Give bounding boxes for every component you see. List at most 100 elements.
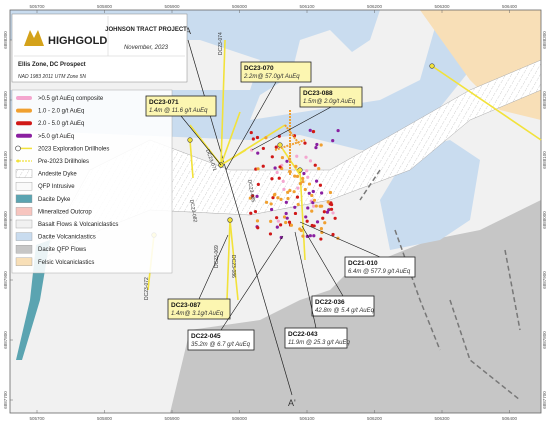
callout-hole: DC22-045 xyxy=(191,333,221,340)
legend-label: >5.0 g/t AuEq xyxy=(38,134,74,140)
drillhole-trace xyxy=(226,219,231,301)
legend-swatch xyxy=(15,244,33,254)
assay-interval xyxy=(295,195,300,199)
legend-label: Dacite Dyke xyxy=(38,197,71,203)
section-end: A' xyxy=(288,398,296,408)
zone: Ellis Zone, DC Prospect xyxy=(18,62,86,68)
x-coordinate-label: 505700 xyxy=(29,416,45,421)
callout-result: 2.2m@ 57.0g/t AuEq xyxy=(243,74,300,80)
y-coordinate-label: 6888000 xyxy=(3,211,8,229)
assay-interval xyxy=(286,196,290,201)
drillhole-trace xyxy=(189,139,194,179)
drillhole-collar xyxy=(227,217,233,223)
assay-interval xyxy=(319,143,323,147)
drillhole-collar xyxy=(429,63,435,69)
callout-leader xyxy=(220,235,284,331)
assay-interval xyxy=(279,223,283,227)
assay-interval xyxy=(296,186,300,190)
assay-interval xyxy=(311,189,315,194)
callout-box xyxy=(284,327,348,349)
assay-interval xyxy=(253,209,258,214)
assay-interval xyxy=(308,128,312,132)
drillhole-label: DC23-072 xyxy=(144,277,150,300)
assay-interval xyxy=(306,175,310,179)
callout-box xyxy=(299,86,363,108)
y-coordinate-label: 6888300 xyxy=(542,31,547,49)
assay-interval xyxy=(292,190,296,194)
assay-interval xyxy=(307,182,312,186)
assay-interval xyxy=(256,151,260,155)
assay-interval xyxy=(320,191,324,195)
callout-result: 1.5m@ 2.0g/t AuEq xyxy=(303,99,356,105)
callout-leader xyxy=(198,234,229,300)
legend-label: 1.0 - 2.0 g/t AuEq xyxy=(38,109,84,115)
assay-interval xyxy=(299,228,303,233)
assay-interval xyxy=(301,176,305,181)
assay-interval xyxy=(269,202,273,206)
callout-box xyxy=(167,298,231,320)
assay-interval xyxy=(331,211,335,215)
assay-interval xyxy=(328,190,333,195)
callout-box xyxy=(145,95,217,117)
assay-interval xyxy=(326,200,330,204)
assay-interval xyxy=(312,198,317,202)
assay-interval xyxy=(312,234,316,238)
assay-interval xyxy=(318,183,323,187)
assay-interval xyxy=(328,202,332,206)
callout-result: 1.4m @ 11.6 g/t AuEq xyxy=(149,108,208,114)
callout-result: 42.8m @ 5.4 g/t AuEq xyxy=(315,308,375,314)
assay-interval xyxy=(305,219,309,223)
legend-label: 2.0 - 5.0 g/t AuEq xyxy=(38,121,84,127)
assay-interval xyxy=(321,216,325,220)
coordinate-grid: 505700 505700 505800 505800 505900 505900 5060… xyxy=(3,4,547,421)
y-coordinate-label: 6887800 xyxy=(542,331,547,349)
assay-interval xyxy=(303,141,307,145)
x-coordinate-label: 505900 xyxy=(164,416,180,421)
callout-hole: DC23-071 xyxy=(149,99,179,106)
pre-2023-hole xyxy=(274,110,306,175)
callouts: DC23-071 1.4m @ 11.6 g/t AuEq DC23-070 2.2m… xyxy=(145,61,416,351)
map-frame xyxy=(9,9,542,414)
y-coordinate-label: 6888300 xyxy=(3,31,8,49)
assay-interval xyxy=(256,167,260,171)
callout-hole: DC23-088 xyxy=(303,90,333,97)
legend-label: Mineralized Outcrop xyxy=(38,209,92,215)
drillhole-collar xyxy=(187,137,193,143)
x-coordinate-label: 506200 xyxy=(367,416,383,421)
assay-interval xyxy=(310,209,314,213)
callout-box xyxy=(187,329,255,351)
assay-interval xyxy=(268,232,273,236)
assay-interval xyxy=(311,204,316,208)
assay-interval xyxy=(313,163,317,167)
assay-interval xyxy=(319,237,323,241)
assay-interval xyxy=(301,234,305,238)
assay-interval xyxy=(287,220,292,224)
drillhole-label: DC23-082 xyxy=(188,199,198,223)
legend-swatch xyxy=(16,108,32,113)
assay-interval xyxy=(296,202,300,207)
legend-swatch xyxy=(15,219,33,229)
drillhole-collar xyxy=(297,167,303,173)
y-coordinate-label: 6887800 xyxy=(3,331,8,349)
legend-swatch xyxy=(15,194,33,204)
legend-label: 2023 Exploration Drillholes xyxy=(38,146,109,152)
drillhole-trace xyxy=(220,124,286,166)
callout-hole: DC22-036 xyxy=(315,299,345,306)
assay-interval xyxy=(285,159,289,163)
assay-interval xyxy=(293,174,297,178)
callout-box xyxy=(344,256,416,278)
callout-box xyxy=(240,61,312,83)
y-coordinate-label: 6887900 xyxy=(3,271,8,289)
legend-swatch xyxy=(16,121,32,126)
legend-swatch xyxy=(16,133,32,138)
y-coordinate-label: 6888100 xyxy=(3,151,8,169)
x-coordinate-label: 506000 xyxy=(232,4,248,9)
legend-label: >0.5 g/t AuEq composite xyxy=(38,96,104,102)
assay-interval xyxy=(308,159,313,163)
callout-box xyxy=(311,295,375,317)
x-coordinate-label: 505800 xyxy=(97,4,113,9)
assay-interval xyxy=(279,197,283,201)
assay-interval xyxy=(315,220,320,224)
assay-interval xyxy=(303,187,307,192)
callout-leader xyxy=(251,106,332,151)
